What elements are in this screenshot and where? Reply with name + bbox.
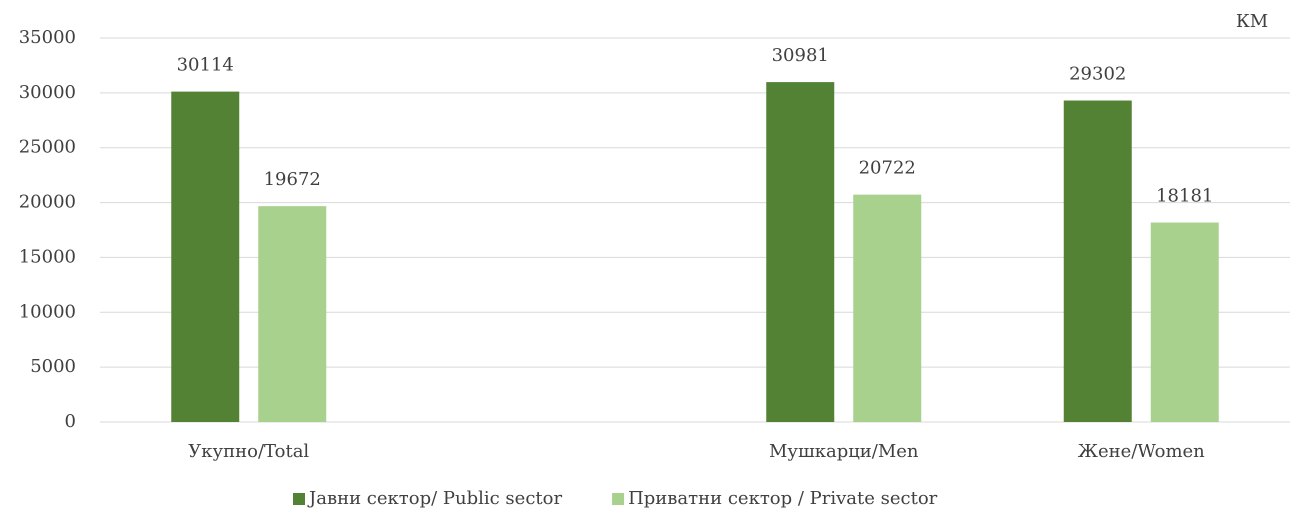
legend-swatch <box>293 493 305 505</box>
data-label: 20722 <box>859 158 916 179</box>
legend-label: Приватни сектор / Private sector <box>628 488 938 509</box>
bar <box>766 82 835 422</box>
x-tick-label: Жене/Women <box>1078 441 1205 462</box>
x-tick-label: Укупно/Total <box>188 441 309 462</box>
legend-label: Јавни сектор/ Public sector <box>307 488 562 509</box>
bar <box>1063 100 1132 422</box>
bar <box>258 206 327 422</box>
data-label: 30114 <box>177 55 234 76</box>
data-label: 29302 <box>1069 64 1126 85</box>
unit-label: КМ <box>1236 11 1268 32</box>
y-tick-label: 5000 <box>30 356 76 377</box>
y-tick-label: 35000 <box>19 27 76 48</box>
data-label: 18181 <box>1156 186 1213 207</box>
bar <box>853 194 922 422</box>
legend-swatch <box>612 493 625 505</box>
y-tick-label: 15000 <box>19 246 76 267</box>
y-tick-label: 25000 <box>19 137 76 158</box>
y-tick-label: 20000 <box>19 192 76 213</box>
data-label: 19672 <box>264 169 321 190</box>
y-tick-label: 0 <box>65 411 76 432</box>
data-label: 30981 <box>772 45 829 66</box>
x-tick-label: Мушкарци/Men <box>769 441 919 462</box>
y-tick-label: 10000 <box>19 301 76 322</box>
bar <box>1150 222 1219 422</box>
bar <box>171 91 240 423</box>
y-tick-label: 30000 <box>19 82 76 103</box>
